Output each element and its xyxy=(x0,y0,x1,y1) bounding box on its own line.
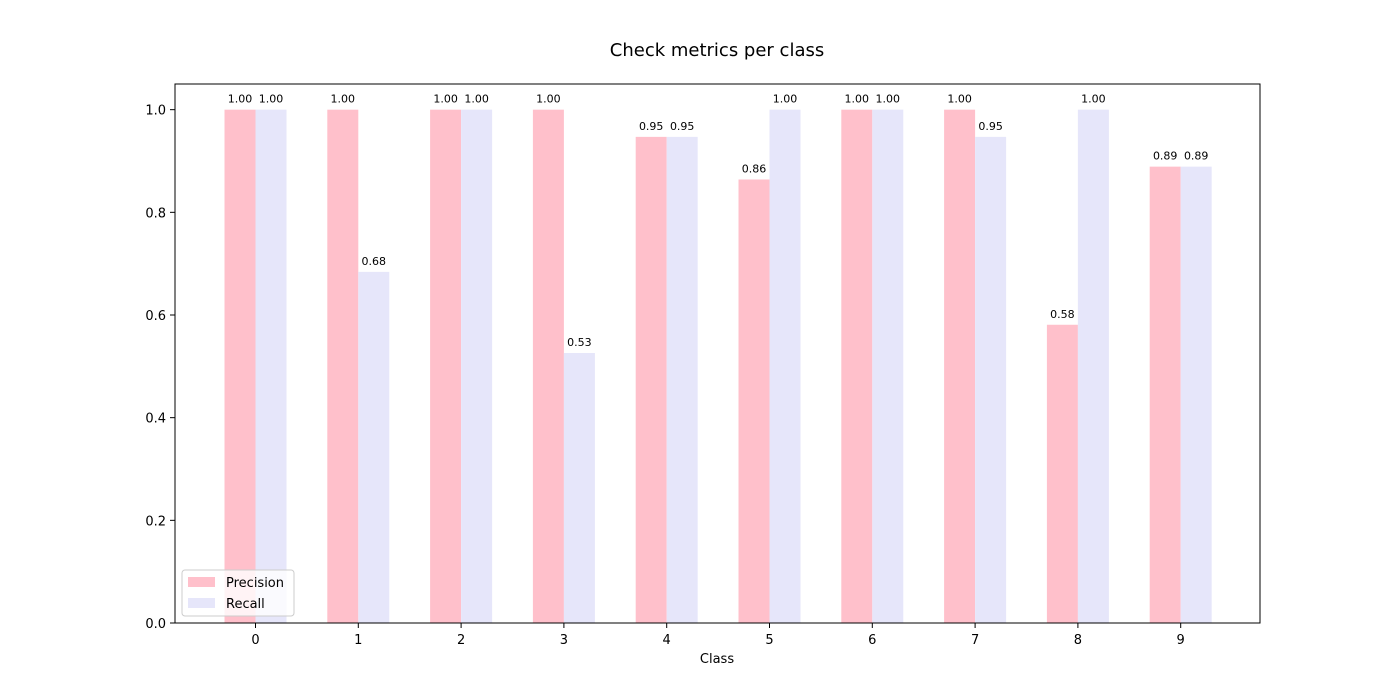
data-labels-group: 1.00 1.00 1.00 1.00 0.95 0.86 1.00 1.00 0.58 0.89… xyxy=(228,93,1209,349)
bar-recall-3 xyxy=(563,352,595,623)
legend-swatch-precision xyxy=(188,577,215,587)
data-label-recall-6: 1.00 xyxy=(876,93,901,106)
x-tick-label-5: 5 xyxy=(765,633,773,648)
legend: Precision Recall xyxy=(181,569,295,617)
y-tick-label-0.2: 0.2 xyxy=(145,514,166,529)
bar-precision-7 xyxy=(944,109,976,623)
x-tick-label-2: 2 xyxy=(457,633,465,648)
legend-label-recall: Recall xyxy=(226,597,265,612)
bar-recall-7 xyxy=(975,136,1007,623)
bar-recall-2 xyxy=(461,109,493,623)
x-tick-label-8: 8 xyxy=(1074,633,1082,648)
y-tick-label-1.0: 1.0 xyxy=(145,104,166,119)
bars-group xyxy=(224,109,1212,624)
y-tick-label-0.4: 0.4 xyxy=(145,412,166,427)
data-label-recall-7: 0.95 xyxy=(978,120,1003,133)
x-tick-label-3: 3 xyxy=(560,633,568,648)
bar-precision-8 xyxy=(1046,324,1078,623)
y-tick-label-0.8: 0.8 xyxy=(145,206,166,221)
bar-precision-6 xyxy=(841,109,873,623)
bar-recall-1 xyxy=(358,271,390,623)
bar-precision-9 xyxy=(1149,166,1181,623)
data-label-precision-5: 0.86 xyxy=(742,162,767,175)
data-label-recall-1: 0.68 xyxy=(362,255,387,268)
bar-recall-5 xyxy=(769,109,801,623)
bar-precision-2 xyxy=(430,109,462,623)
x-axis: 0 1 2 3 4 5 6 7 8 9 xyxy=(251,623,1185,648)
x-tick-label-9: 9 xyxy=(1177,633,1185,648)
data-label-recall-5: 1.00 xyxy=(773,93,798,106)
data-label-precision-0: 1.00 xyxy=(228,93,253,106)
x-axis-label: Class xyxy=(700,652,734,667)
bar-recall-9 xyxy=(1180,166,1212,623)
chart-title: Check metrics per class xyxy=(610,40,824,61)
bar-precision-3 xyxy=(532,109,564,623)
y-axis: 0.0 0.2 0.4 0.6 0.8 1.0 xyxy=(145,104,175,632)
data-label-precision-8: 0.58 xyxy=(1050,308,1075,321)
x-tick-label-1: 1 xyxy=(354,633,362,648)
data-label-precision-3: 1.00 xyxy=(536,93,561,106)
data-label-recall-2: 1.00 xyxy=(464,93,489,106)
data-label-precision-9: 0.89 xyxy=(1153,150,1178,163)
bar-precision-0 xyxy=(224,109,256,623)
bar-recall-6 xyxy=(872,109,904,623)
data-label-recall-9: 0.89 xyxy=(1184,150,1209,163)
x-tick-label-4: 4 xyxy=(663,633,671,648)
bar-precision-4 xyxy=(635,136,667,623)
data-label-recall-0: 1.00 xyxy=(259,93,284,106)
data-label-precision-1: 1.00 xyxy=(331,93,356,106)
legend-swatch-recall xyxy=(188,598,215,608)
bar-recall-4 xyxy=(666,136,698,623)
bar-recall-8 xyxy=(1077,109,1109,623)
bar-precision-5 xyxy=(738,179,770,624)
bar-precision-1 xyxy=(327,109,359,623)
bar-recall-0 xyxy=(255,109,287,623)
y-tick-label-0.0: 0.0 xyxy=(145,617,166,632)
data-label-precision-4: 0.95 xyxy=(639,120,664,133)
x-tick-label-6: 6 xyxy=(868,633,876,648)
plot-frame xyxy=(174,83,1261,624)
data-label-recall-8: 1.00 xyxy=(1081,93,1106,106)
data-label-precision-6: 1.00 xyxy=(845,93,870,106)
data-label-precision-2: 1.00 xyxy=(433,93,458,106)
y-tick-label-0.6: 0.6 xyxy=(145,309,166,324)
x-tick-label-7: 7 xyxy=(971,633,979,648)
data-label-precision-7: 1.00 xyxy=(947,93,972,106)
data-label-recall-3: 0.53 xyxy=(567,336,592,349)
x-tick-label-0: 0 xyxy=(251,633,259,648)
data-label-recall-4: 0.95 xyxy=(670,120,695,133)
legend-label-precision: Precision xyxy=(226,576,284,591)
